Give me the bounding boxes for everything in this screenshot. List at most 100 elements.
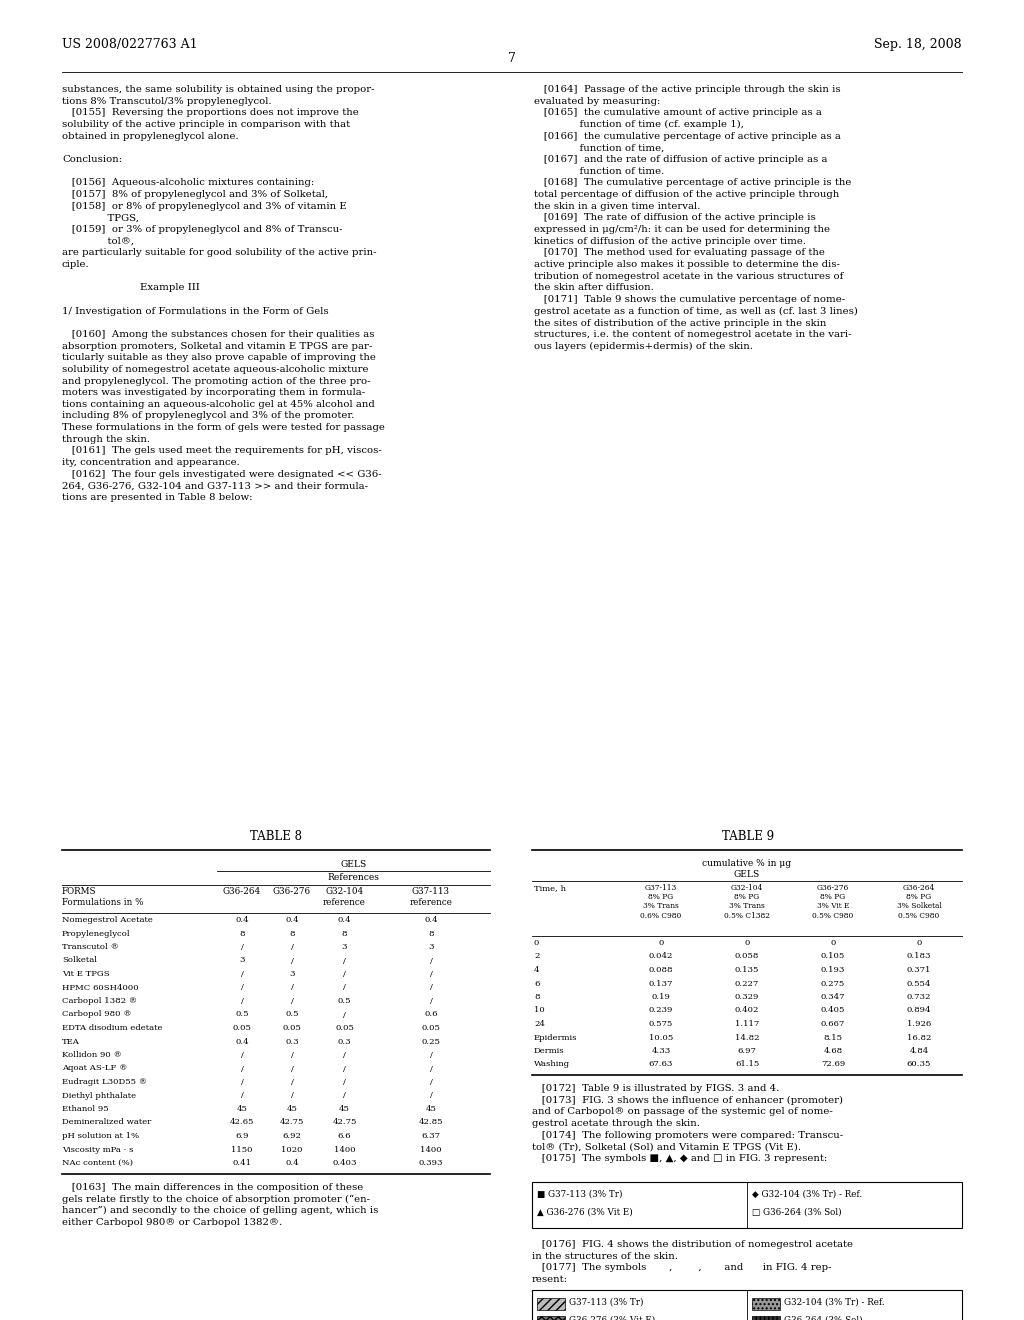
Text: Time, h: Time, h xyxy=(534,884,566,892)
Text: G32-104 (3% Tr) - Ref.: G32-104 (3% Tr) - Ref. xyxy=(784,1298,885,1307)
Text: Vit E TPGS: Vit E TPGS xyxy=(62,970,110,978)
Text: Demineralized water: Demineralized water xyxy=(62,1118,152,1126)
Text: /: / xyxy=(241,997,244,1005)
Text: G37-113 (3% Tr): G37-113 (3% Tr) xyxy=(569,1298,643,1307)
Text: 0.329: 0.329 xyxy=(735,993,759,1001)
Text: 3: 3 xyxy=(428,942,434,950)
Text: G36-264: G36-264 xyxy=(223,887,261,896)
Text: G36-276
8% PG
3% Vit E
0.5% C980: G36-276 8% PG 3% Vit E 0.5% C980 xyxy=(812,884,854,920)
Text: 0.3: 0.3 xyxy=(338,1038,351,1045)
Text: TEA: TEA xyxy=(62,1038,80,1045)
Text: /: / xyxy=(343,957,346,965)
Text: GELS: GELS xyxy=(340,861,367,869)
Text: 72.69: 72.69 xyxy=(821,1060,845,1068)
Text: /: / xyxy=(291,1064,294,1072)
Text: 1150: 1150 xyxy=(231,1146,253,1154)
Bar xyxy=(537,1316,565,1320)
Text: 10: 10 xyxy=(534,1006,545,1015)
Text: G32-104
8% PG
3% Trans
0.5% C1382: G32-104 8% PG 3% Trans 0.5% C1382 xyxy=(724,884,770,920)
Text: HPMC 60SH4000: HPMC 60SH4000 xyxy=(62,983,138,991)
Text: 0.575: 0.575 xyxy=(649,1020,673,1028)
Text: 8: 8 xyxy=(534,993,540,1001)
Text: G37-113
8% PG
3% Trans
0.6% C980: G37-113 8% PG 3% Trans 0.6% C980 xyxy=(640,884,682,920)
Text: G36-264
8% PG
3% Solketal
0.5% C980: G36-264 8% PG 3% Solketal 0.5% C980 xyxy=(897,884,941,920)
Text: 45: 45 xyxy=(237,1105,248,1113)
Text: TABLE 8: TABLE 8 xyxy=(250,830,302,843)
Text: /: / xyxy=(291,1051,294,1059)
Text: 42.75: 42.75 xyxy=(280,1118,304,1126)
Text: 0.41: 0.41 xyxy=(232,1159,252,1167)
Bar xyxy=(532,1290,962,1320)
Text: 0.667: 0.667 xyxy=(821,1020,845,1028)
Text: G32-104
reference: G32-104 reference xyxy=(323,887,366,907)
Text: /: / xyxy=(241,1051,244,1059)
Text: US 2008/0227763 A1: US 2008/0227763 A1 xyxy=(62,38,198,51)
Text: 6.92: 6.92 xyxy=(283,1133,301,1140)
Text: 0.05: 0.05 xyxy=(232,1024,252,1032)
Text: [0176]  FIG. 4 shows the distribution of nomegestrol acetate
in the structures o: [0176] FIG. 4 shows the distribution of … xyxy=(532,1239,853,1284)
Text: 1.926: 1.926 xyxy=(907,1020,931,1028)
Text: Diethyl phthalate: Diethyl phthalate xyxy=(62,1092,136,1100)
Text: ▲ G36-276 (3% Vit E): ▲ G36-276 (3% Vit E) xyxy=(537,1208,633,1217)
Text: NAc content (%): NAc content (%) xyxy=(62,1159,133,1167)
Text: Propyleneglycol: Propyleneglycol xyxy=(62,929,131,937)
Text: 7: 7 xyxy=(508,51,516,65)
Text: /: / xyxy=(429,957,432,965)
Text: 6.6: 6.6 xyxy=(338,1133,351,1140)
Text: 0.403: 0.403 xyxy=(332,1159,356,1167)
Text: 0.137: 0.137 xyxy=(649,979,673,987)
Text: 0.5: 0.5 xyxy=(236,1011,249,1019)
Text: Carbopol 1382 ®: Carbopol 1382 ® xyxy=(62,997,137,1005)
Text: 67.63: 67.63 xyxy=(649,1060,673,1068)
Text: 3: 3 xyxy=(289,970,295,978)
Text: 4: 4 xyxy=(534,966,540,974)
Text: 42.85: 42.85 xyxy=(419,1118,443,1126)
Text: 0.042: 0.042 xyxy=(649,953,673,961)
Text: /: / xyxy=(291,1092,294,1100)
Text: cumulative % in μg: cumulative % in μg xyxy=(702,859,792,869)
Text: /: / xyxy=(429,970,432,978)
Text: 0.105: 0.105 xyxy=(821,953,845,961)
Text: /: / xyxy=(241,1064,244,1072)
Text: 6.37: 6.37 xyxy=(422,1133,440,1140)
Text: G36-276 (3% Vit E): G36-276 (3% Vit E) xyxy=(569,1316,655,1320)
Text: 0.347: 0.347 xyxy=(821,993,845,1001)
Text: 0.239: 0.239 xyxy=(649,1006,673,1015)
Text: 0.732: 0.732 xyxy=(907,993,931,1001)
Text: 0.25: 0.25 xyxy=(422,1038,440,1045)
Text: 0.405: 0.405 xyxy=(821,1006,845,1015)
Text: 0.3: 0.3 xyxy=(286,1038,299,1045)
Text: /: / xyxy=(291,957,294,965)
Text: [0163]  The main differences in the composition of these
gels relate firstly to : [0163] The main differences in the compo… xyxy=(62,1183,379,1228)
Text: /: / xyxy=(429,1064,432,1072)
Text: 0: 0 xyxy=(658,939,664,946)
Text: substances, the same solubility is obtained using the propor-
tions 8% Transcuto: substances, the same solubility is obtai… xyxy=(62,84,385,502)
Text: 0.371: 0.371 xyxy=(907,966,931,974)
Text: Sep. 18, 2008: Sep. 18, 2008 xyxy=(874,38,962,51)
Text: /: / xyxy=(343,1078,346,1086)
Text: 60.35: 60.35 xyxy=(907,1060,931,1068)
Text: 1400: 1400 xyxy=(420,1146,441,1154)
Text: /: / xyxy=(429,1051,432,1059)
Text: 3: 3 xyxy=(342,942,347,950)
Text: /: / xyxy=(291,942,294,950)
Text: 45: 45 xyxy=(426,1105,436,1113)
Text: Carbopol 980 ®: Carbopol 980 ® xyxy=(62,1011,132,1019)
Text: 1.117: 1.117 xyxy=(735,1020,759,1028)
Text: 6.9: 6.9 xyxy=(236,1133,249,1140)
Text: 8: 8 xyxy=(428,929,434,937)
Text: 0.227: 0.227 xyxy=(735,979,759,987)
Text: 0.05: 0.05 xyxy=(283,1024,301,1032)
Text: 0: 0 xyxy=(830,939,836,946)
Text: 0.4: 0.4 xyxy=(286,916,299,924)
Text: 1020: 1020 xyxy=(282,1146,303,1154)
Text: 0.183: 0.183 xyxy=(906,953,931,961)
Text: pH solution at 1%: pH solution at 1% xyxy=(62,1133,139,1140)
Text: 0.393: 0.393 xyxy=(419,1159,443,1167)
Text: 8.15: 8.15 xyxy=(823,1034,843,1041)
Bar xyxy=(537,1298,565,1309)
Text: 0.4: 0.4 xyxy=(286,1159,299,1167)
Text: G37-113
reference: G37-113 reference xyxy=(410,887,453,907)
Text: FORMS
Formulations in %: FORMS Formulations in % xyxy=(62,887,143,907)
Text: Transcutol ®: Transcutol ® xyxy=(62,942,119,950)
